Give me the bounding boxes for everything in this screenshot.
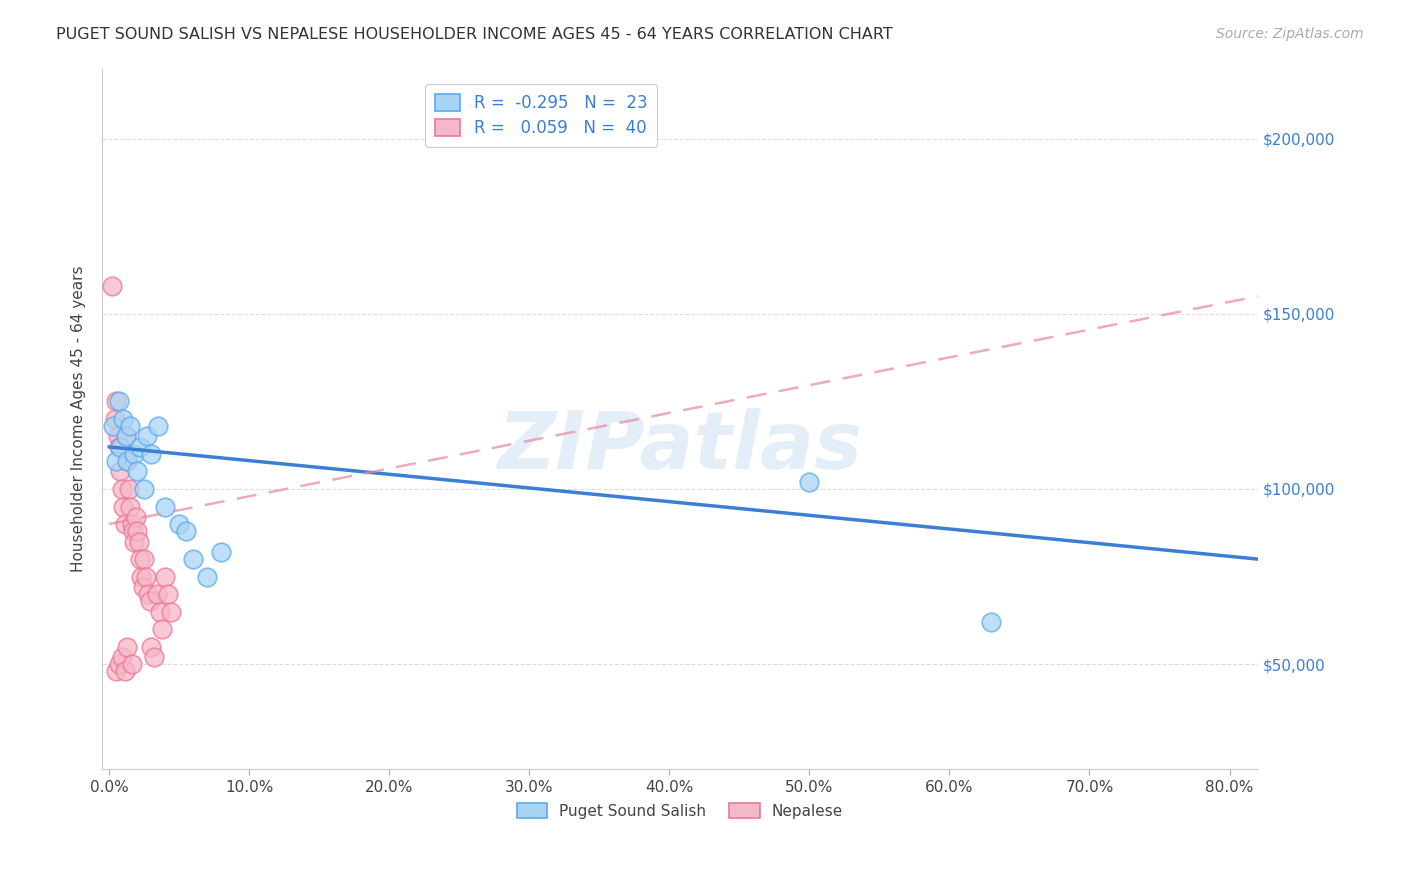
Point xyxy=(141,447,163,461)
Point xyxy=(124,534,146,549)
Point xyxy=(132,580,155,594)
Text: PUGET SOUND SALISH VS NEPALESE HOUSEHOLDER INCOME AGES 45 - 64 YEARS CORRELATION: PUGET SOUND SALISH VS NEPALESE HOUSEHOLD… xyxy=(56,27,893,42)
Point xyxy=(157,587,180,601)
Point xyxy=(155,569,177,583)
Point xyxy=(129,440,152,454)
Point xyxy=(209,545,232,559)
Point xyxy=(125,510,148,524)
Point xyxy=(121,657,143,672)
Point xyxy=(115,429,138,443)
Point xyxy=(101,278,124,293)
Point xyxy=(799,475,821,489)
Text: ZIPatlas: ZIPatlas xyxy=(498,408,862,486)
Point xyxy=(138,587,160,601)
Point xyxy=(108,394,131,409)
Point xyxy=(110,440,132,454)
Point xyxy=(167,516,190,531)
Y-axis label: Householder Income Ages 45 - 64 years: Householder Income Ages 45 - 64 years xyxy=(72,266,86,572)
Point xyxy=(181,552,204,566)
Point xyxy=(160,605,183,619)
Point xyxy=(136,429,159,443)
Point xyxy=(127,524,149,538)
Point xyxy=(129,552,152,566)
Point xyxy=(103,418,125,433)
Point xyxy=(174,524,197,538)
Point xyxy=(120,418,142,433)
Point xyxy=(143,650,166,665)
Point xyxy=(128,534,150,549)
Point xyxy=(121,516,143,531)
Point xyxy=(149,605,172,619)
Point xyxy=(112,412,135,426)
Point xyxy=(117,640,139,654)
Point xyxy=(108,440,131,454)
Point xyxy=(117,454,139,468)
Point xyxy=(131,569,153,583)
Point xyxy=(104,412,127,426)
Point xyxy=(118,482,141,496)
Point xyxy=(105,394,128,409)
Point xyxy=(120,500,142,514)
Point xyxy=(146,587,169,601)
Point xyxy=(111,650,134,665)
Point xyxy=(135,569,157,583)
Point xyxy=(105,454,128,468)
Point xyxy=(111,482,134,496)
Point xyxy=(139,594,162,608)
Text: Source: ZipAtlas.com: Source: ZipAtlas.com xyxy=(1216,27,1364,41)
Legend: Puget Sound Salish, Nepalese: Puget Sound Salish, Nepalese xyxy=(510,797,849,825)
Point xyxy=(148,418,170,433)
Point xyxy=(114,516,136,531)
Point xyxy=(108,657,131,672)
Point xyxy=(124,447,146,461)
Point xyxy=(112,500,135,514)
Point xyxy=(980,615,1002,629)
Point xyxy=(117,454,139,468)
Point xyxy=(105,664,128,678)
Point xyxy=(195,569,218,583)
Point xyxy=(127,465,149,479)
Point xyxy=(134,552,156,566)
Point xyxy=(141,640,163,654)
Point xyxy=(155,500,177,514)
Point xyxy=(115,429,138,443)
Point xyxy=(110,465,132,479)
Point xyxy=(122,524,145,538)
Point xyxy=(107,429,129,443)
Point xyxy=(114,664,136,678)
Point xyxy=(134,482,156,496)
Point xyxy=(152,622,174,636)
